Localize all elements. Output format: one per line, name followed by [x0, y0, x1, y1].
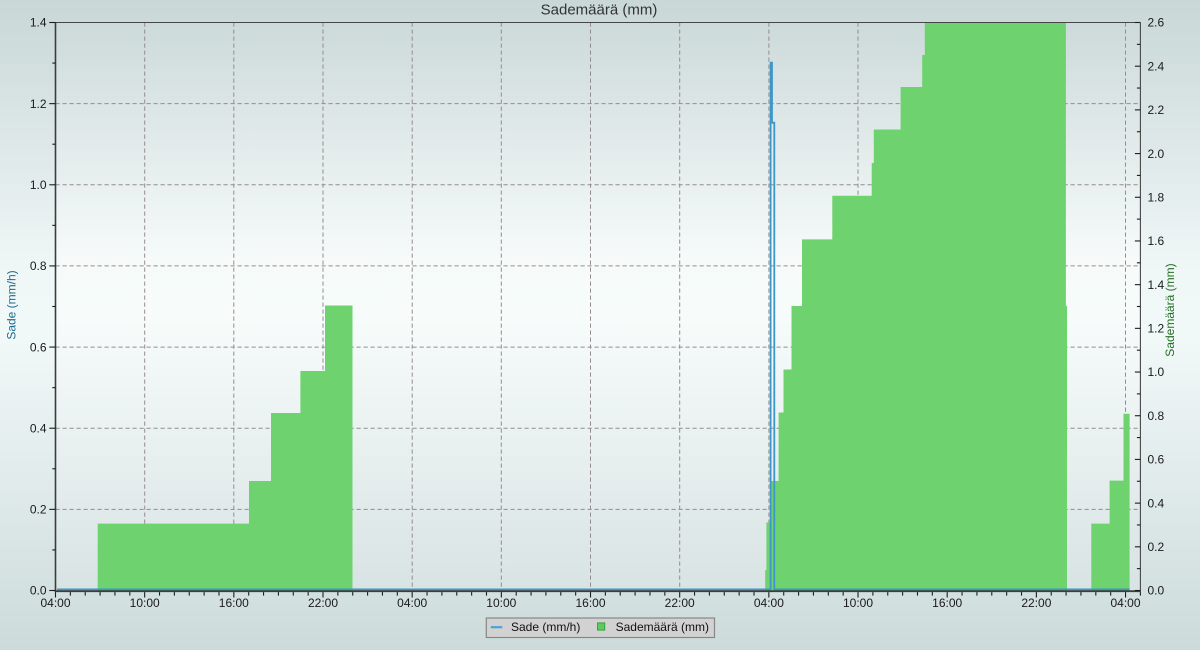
- svg-text:Sademäärä (mm): Sademäärä (mm): [1163, 263, 1177, 356]
- svg-text:10:00: 10:00: [130, 596, 160, 610]
- svg-text:1.2: 1.2: [30, 97, 47, 111]
- svg-text:2.0: 2.0: [1148, 147, 1165, 161]
- svg-text:0.2: 0.2: [1148, 540, 1165, 554]
- svg-text:16:00: 16:00: [932, 596, 962, 610]
- svg-text:10:00: 10:00: [486, 596, 516, 610]
- svg-text:22:00: 22:00: [308, 596, 338, 610]
- svg-text:0.8: 0.8: [30, 259, 47, 273]
- svg-text:22:00: 22:00: [1021, 596, 1051, 610]
- svg-text:0.0: 0.0: [30, 584, 47, 598]
- svg-text:16:00: 16:00: [575, 596, 605, 610]
- svg-text:0.6: 0.6: [1148, 453, 1165, 467]
- svg-text:22:00: 22:00: [665, 596, 695, 610]
- svg-text:1.0: 1.0: [1148, 365, 1165, 379]
- svg-text:0.6: 0.6: [30, 340, 47, 354]
- svg-text:1.4: 1.4: [30, 16, 47, 30]
- svg-text:1.6: 1.6: [1148, 234, 1165, 248]
- svg-text:1.4: 1.4: [1148, 278, 1165, 292]
- svg-text:2.4: 2.4: [1148, 59, 1165, 73]
- svg-text:0.4: 0.4: [30, 421, 47, 435]
- svg-text:0.8: 0.8: [1148, 409, 1165, 423]
- svg-text:0.4: 0.4: [1148, 496, 1165, 510]
- svg-text:16:00: 16:00: [219, 596, 249, 610]
- svg-text:04:00: 04:00: [1110, 596, 1140, 610]
- svg-text:0.2: 0.2: [30, 503, 47, 517]
- svg-text:Sademäärä (mm): Sademäärä (mm): [541, 2, 658, 19]
- svg-text:04:00: 04:00: [754, 596, 784, 610]
- svg-text:2.2: 2.2: [1148, 103, 1165, 117]
- svg-text:04:00: 04:00: [397, 596, 427, 610]
- svg-text:2.6: 2.6: [1148, 16, 1165, 30]
- svg-text:0.0: 0.0: [1148, 584, 1165, 598]
- svg-text:10:00: 10:00: [843, 596, 873, 610]
- svg-text:1.0: 1.0: [30, 178, 47, 192]
- svg-text:Sade (mm/h): Sade (mm/h): [5, 270, 19, 339]
- svg-text:Sade (mm/h): Sade (mm/h): [511, 620, 580, 634]
- svg-text:04:00: 04:00: [40, 596, 70, 610]
- svg-text:1.8: 1.8: [1148, 191, 1165, 205]
- svg-text:1.2: 1.2: [1148, 322, 1165, 336]
- svg-text:Sademäärä (mm): Sademäärä (mm): [616, 620, 709, 634]
